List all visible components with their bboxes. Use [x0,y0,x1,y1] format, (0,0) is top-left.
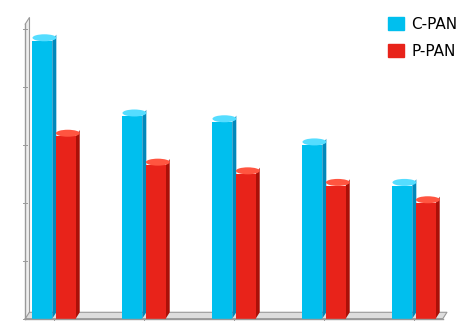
Bar [392,185,412,319]
Bar [33,41,52,319]
Bar [416,203,436,319]
Polygon shape [25,18,29,319]
Polygon shape [142,110,146,319]
Ellipse shape [122,110,146,117]
Polygon shape [25,312,447,319]
Bar [302,145,322,319]
Polygon shape [76,130,80,319]
Ellipse shape [236,167,260,174]
Polygon shape [322,139,326,319]
Ellipse shape [326,179,350,186]
Bar [326,185,346,319]
Polygon shape [436,196,440,319]
Ellipse shape [302,139,326,146]
Bar [212,122,232,319]
Bar [122,116,142,319]
Polygon shape [232,116,237,319]
Ellipse shape [392,179,416,186]
Bar [56,137,76,319]
Legend: C-PAN, P-PAN: C-PAN, P-PAN [383,10,464,65]
Polygon shape [412,179,416,319]
Ellipse shape [416,196,440,203]
Polygon shape [166,159,170,319]
Ellipse shape [212,115,237,122]
Ellipse shape [146,159,170,166]
Bar [236,174,255,319]
Ellipse shape [33,34,56,41]
Ellipse shape [56,130,80,137]
Polygon shape [52,35,56,319]
Bar [146,166,166,319]
Polygon shape [346,179,350,319]
Polygon shape [255,167,260,319]
